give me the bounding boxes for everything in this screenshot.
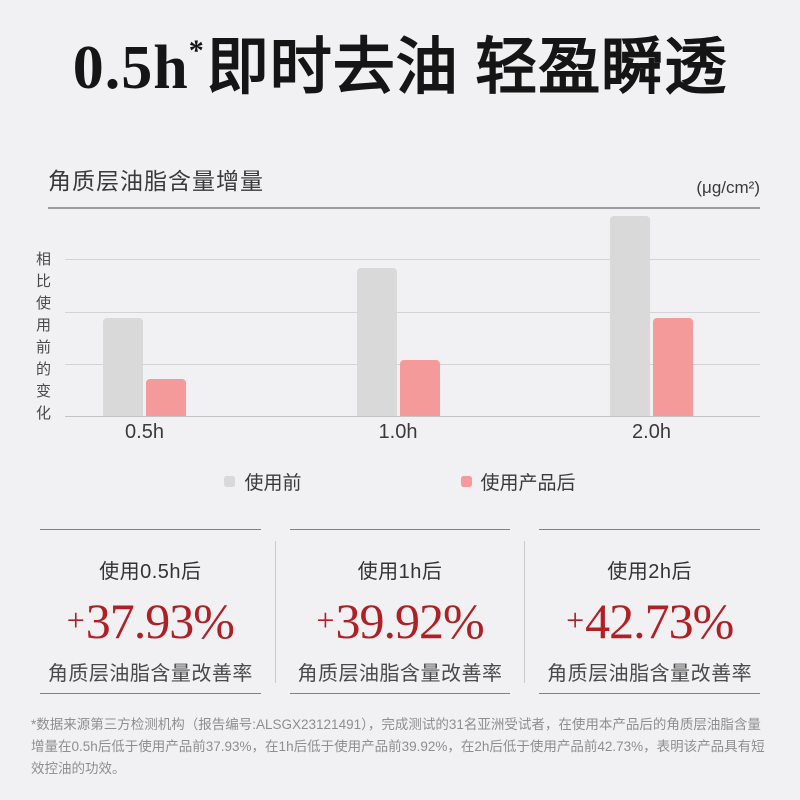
stat-card-2h: 使用2h后 +42.73% 角质层油脂含量改善率 [539, 529, 761, 694]
page-title: 0.5h*即时去油 轻盈瞬透 [0, 34, 800, 102]
stat-period-label: 使用0.5h后 [99, 561, 202, 583]
stats-row: 使用0.5h后 +37.93% 角质层油脂含量改善率 使用1h后 +39.92%… [40, 529, 761, 694]
chart-title: 角质层油脂含量增量 [48, 168, 264, 194]
plus-sign: + [566, 602, 585, 638]
stat-number: 39.92% [335, 593, 484, 649]
bar-before-1.0h [356, 268, 397, 416]
legend-item-after: 使用产品后 [460, 468, 576, 495]
stat-number: 37.93% [85, 593, 235, 649]
legend-label: 使用产品后 [480, 473, 576, 494]
stat-value: +42.73% [539, 596, 760, 646]
legend-item-before: 使用前 [224, 468, 302, 495]
chart-top-border [48, 207, 760, 209]
plus-sign: + [316, 602, 335, 638]
x-axis-line [65, 416, 760, 417]
title-asterisk: * [188, 34, 205, 67]
title-prefix: 0.5h [72, 34, 189, 102]
y-axis-label: 相比使用前的变化 [34, 251, 51, 427]
stat-period-label: 使用1h后 [357, 561, 443, 583]
legend-label: 使用前 [244, 473, 302, 494]
stat-value: +39.92% [290, 596, 511, 646]
stat-value: +37.93% [40, 596, 261, 646]
bar-after-2.0h [653, 318, 693, 416]
plus-sign: + [66, 602, 85, 638]
stat-card-1h: 使用1h后 +39.92% 角质层油脂含量改善率 [289, 529, 511, 694]
x-tick-2.0h: 2.0h [632, 421, 671, 443]
bar-before-0.5h [103, 318, 143, 416]
x-tick-1.0h: 1.0h [378, 421, 418, 443]
legend-swatch-icon [460, 476, 472, 487]
stat-card-0-5h: 使用0.5h后 +37.93% 角质层油脂含量改善率 [40, 529, 261, 694]
stat-caption: 角质层油脂含量改善率 [547, 663, 753, 685]
x-tick-0.5h: 0.5h [125, 421, 164, 443]
bar-before-2.0h [610, 216, 650, 416]
vertical-divider [274, 540, 276, 683]
legend-swatch-icon [224, 476, 236, 487]
title-text: 即时去油 轻盈瞬透 [206, 34, 728, 102]
bar-after-1.0h [399, 360, 440, 416]
stat-period-label: 使用2h后 [607, 561, 693, 583]
footnote: *数据来源第三方检测机构（报告编号:ALSGX23121491），完成测试的31… [31, 717, 765, 776]
bar-after-0.5h [146, 379, 186, 416]
chart-unit-label: (μg/cm²) [696, 178, 760, 197]
gridline [65, 363, 760, 365]
stat-number: 42.73% [585, 593, 734, 649]
gridline [65, 259, 760, 261]
stat-caption: 角质层油脂含量改善率 [297, 663, 503, 685]
vertical-divider [524, 540, 526, 683]
stat-caption: 角质层油脂含量改善率 [47, 663, 253, 685]
gridline [65, 311, 760, 313]
chart-legend: 使用前 使用产品后 [0, 468, 800, 495]
